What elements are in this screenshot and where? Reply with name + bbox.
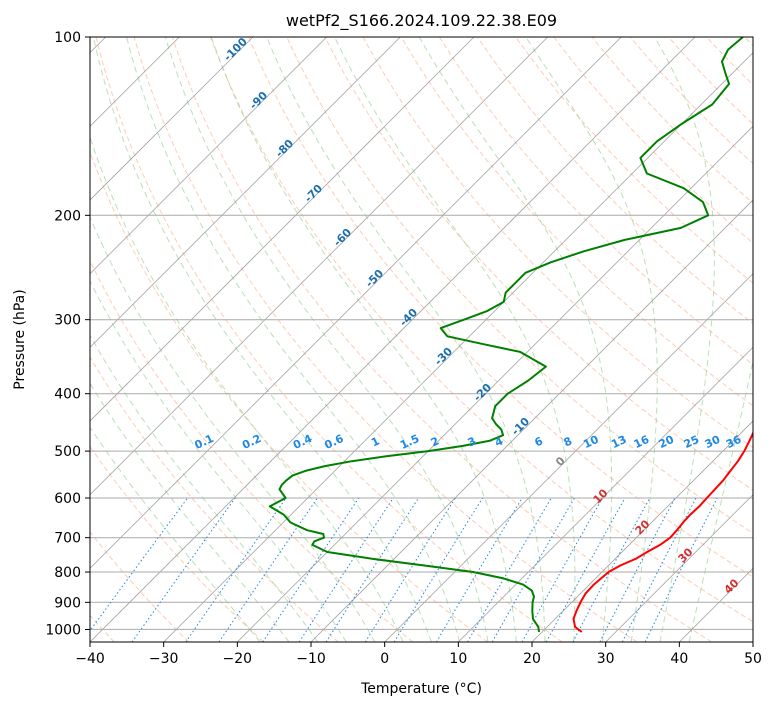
isotherm (605, 494, 753, 642)
moist-adiabat (90, 334, 319, 642)
mixing-ratio-label: 10 (581, 433, 601, 451)
dry-adiabat (553, 37, 753, 244)
mixing-ratio-line (435, 497, 523, 642)
isotherm (310, 199, 753, 642)
x-tick-label: 30 (597, 651, 615, 667)
dry-adiabat (477, 37, 753, 325)
isotherm (458, 346, 753, 642)
dry-adiabat (286, 37, 753, 534)
moist-adiabat (92, 37, 432, 642)
isotherm (90, 37, 696, 642)
mixing-ratio-line (644, 497, 718, 642)
mixing-ratio-label: 20 (657, 433, 677, 451)
y-tick-label: 800 (54, 565, 81, 581)
dry-adiabat (438, 37, 753, 366)
y-tick-label: 400 (54, 387, 81, 403)
isotherm (752, 641, 753, 642)
y-tick-label: 600 (54, 491, 81, 507)
moist-adiabat (654, 37, 715, 642)
mixing-ratio-line (572, 497, 651, 642)
y-tick-label: 100 (54, 30, 81, 46)
mixing-ratio-line (364, 497, 456, 642)
mixing-ratio-label: 13 (609, 433, 628, 451)
dry-adiabat (90, 150, 488, 642)
dry-adiabat (324, 37, 753, 491)
x-tick-label: −40 (75, 651, 105, 667)
x-tick-label: 20 (523, 651, 541, 667)
mixing-ratio-line (90, 497, 189, 632)
y-tick-label: 700 (54, 531, 81, 547)
moist-adiabat (126, 37, 461, 642)
isotherm (237, 125, 753, 642)
y-tick-label: 1000 (45, 622, 81, 638)
mixing-ratio-label: 16 (632, 433, 652, 451)
background-lines (90, 37, 753, 642)
mixing-ratio-line (599, 497, 676, 642)
dry-adiabat (133, 37, 638, 642)
dry-adiabat (95, 37, 563, 642)
mixing-ratio-label: 36 (724, 433, 744, 451)
y-tick-label: 200 (54, 208, 81, 224)
dry-adiabat (90, 259, 414, 642)
y-axis-label: Pressure (hPa) (12, 289, 28, 389)
mixing-ratio-label: 25 (682, 433, 701, 451)
dewpoint-profile (268, 37, 744, 633)
x-tick-label: 50 (744, 651, 762, 667)
x-tick-label: −10 (296, 651, 326, 667)
mixing-ratio-label: 30 (703, 433, 723, 451)
isotherm (90, 37, 254, 201)
axes: −40 −30 −20 −10 0 10 20 30 40 50 1000 900 800 700 600 5… (45, 30, 762, 667)
isotherm (90, 37, 401, 348)
moist-adiabat (688, 358, 753, 642)
isotherm (384, 273, 753, 642)
dry-adiabat (90, 356, 339, 642)
mixing-ratio-line (262, 497, 360, 642)
moist-adiabat (90, 426, 261, 642)
dry-adiabat (400, 37, 753, 407)
mixing-ratio-line (131, 497, 236, 642)
y-tick-label: 300 (54, 313, 81, 329)
y-tick-label: 500 (54, 444, 81, 460)
dry-adiabat (210, 37, 753, 623)
profiles (268, 37, 753, 633)
x-tick-label: 0 (380, 651, 389, 667)
x-tick-label: −30 (149, 651, 179, 667)
moist-adiabat (210, 37, 517, 642)
moist-adiabat (266, 37, 546, 642)
moist-adiabat (90, 215, 376, 642)
x-axis-label: Temperature (°C) (360, 681, 482, 697)
x-tick-label: 10 (449, 651, 467, 667)
moist-adiabat (334, 37, 576, 642)
mixing-ratio-line (393, 497, 483, 642)
dry-adiabat (90, 531, 190, 642)
mixing-ratio-line (621, 497, 697, 642)
chart-title: wetPf2_S166.2024.109.22.38.E09 (286, 11, 557, 31)
dry-adiabat (171, 37, 712, 642)
moist-adiabat (90, 382, 290, 642)
isotherm (90, 37, 327, 275)
moist-adiabat (418, 37, 613, 642)
moist-adiabat (525, 37, 658, 642)
temperature-profile (572, 430, 753, 633)
y-tick-label: 900 (54, 595, 81, 611)
moist-adiabat (90, 135, 404, 642)
plot-frame (89, 36, 754, 643)
dry-adiabat (248, 37, 753, 578)
isotherm (90, 37, 622, 569)
isotherm (531, 420, 753, 642)
moist-adiabat (164, 37, 489, 642)
mixing-ratio-line (545, 497, 626, 642)
x-tick-label: 40 (670, 651, 688, 667)
x-tick-label: −20 (223, 651, 253, 667)
plot-background (90, 37, 753, 642)
isotherm (90, 37, 475, 422)
isotherm (90, 37, 548, 496)
dry-adiabat (591, 37, 753, 204)
